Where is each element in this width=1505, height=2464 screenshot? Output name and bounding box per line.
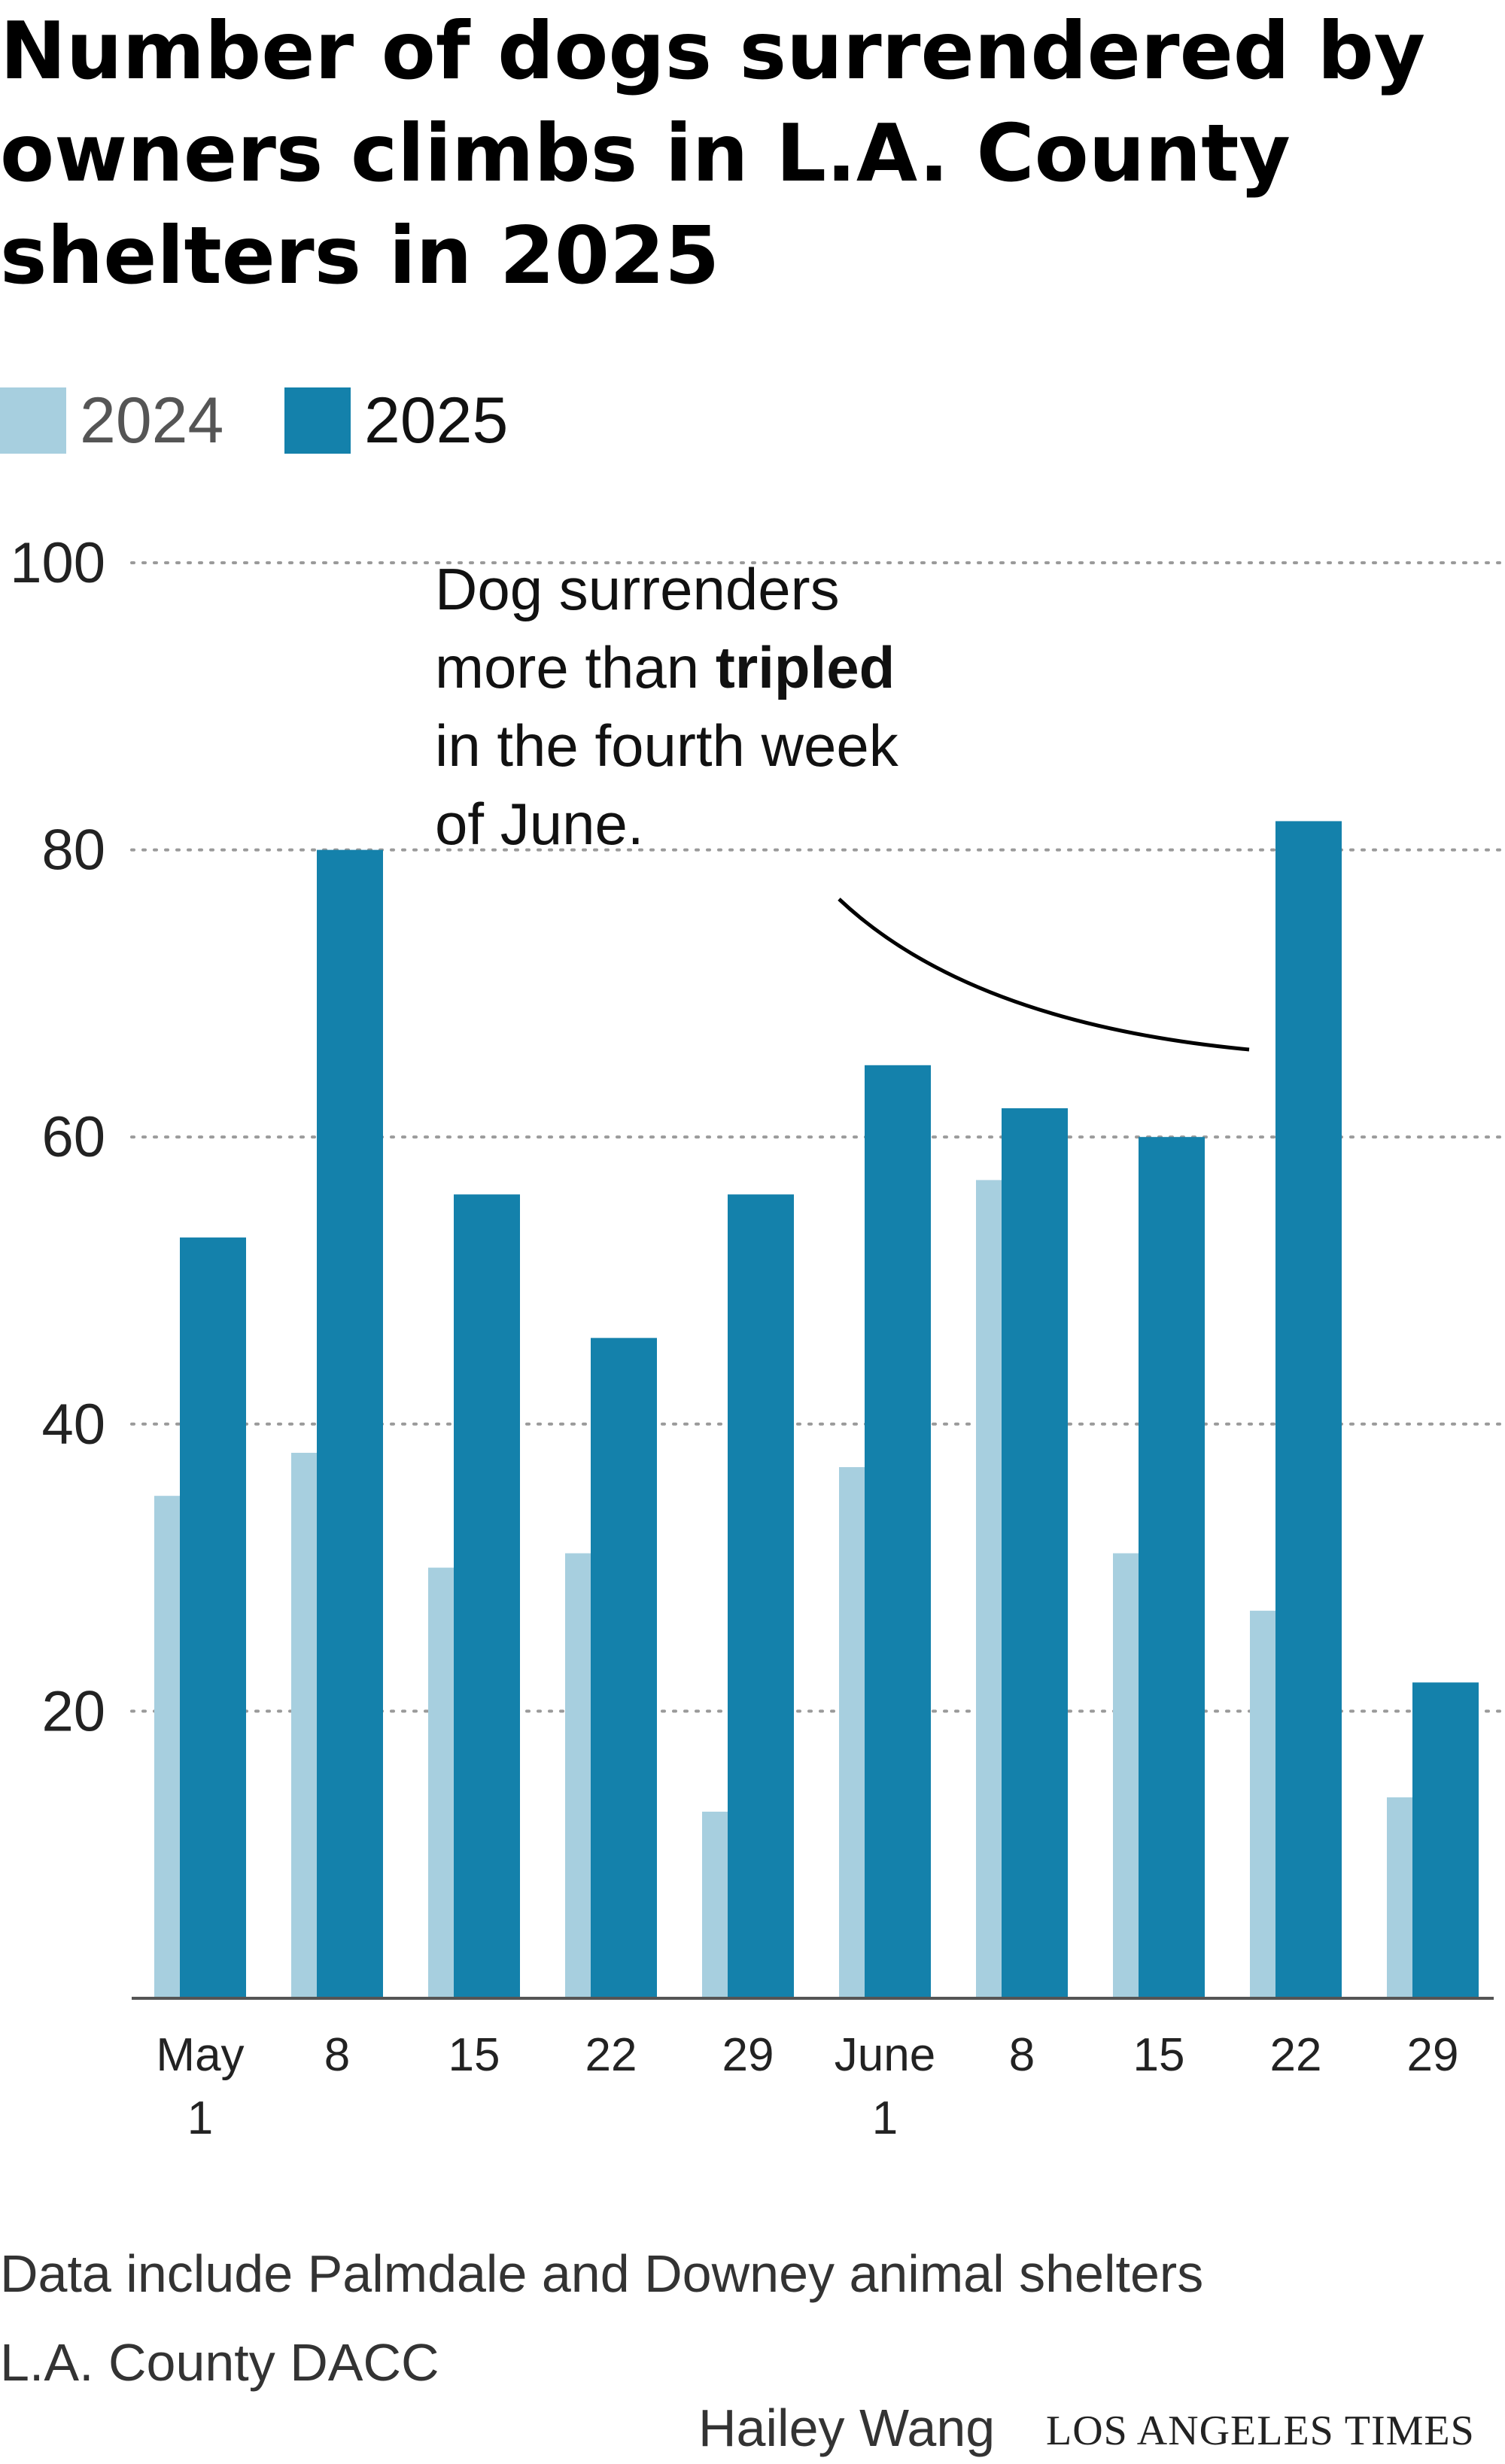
x-tick-label: 22 [585,2029,637,2081]
bar-2024 [428,1567,454,1998]
bar-2025 [591,1338,657,1998]
x-tick-label: 15 [1133,2029,1185,2081]
bar-2024 [1387,1797,1412,1998]
bar-2025 [1412,1682,1479,1998]
chart-source: L.A. County DACC [0,2333,439,2392]
bar-2025 [454,1194,520,1998]
legend-label-2024: 2024 [80,384,224,457]
legend-swatch-2024 [0,387,66,454]
chart-title: Number of dogs surrendered by owners cli… [0,5,1426,302]
y-tick-label: 20 [41,1679,105,1743]
bar-2024 [565,1553,591,1998]
annotation-leader-line [838,898,1250,1052]
chart-note: Data include Palmdale and Downey animal … [0,2244,1204,2303]
byline: Hailey Wang [698,2399,996,2457]
publisher-logo: LOS ANGELES TIMES [1046,2408,1475,2454]
annotation-line: of June. [435,791,644,857]
y-tick-label: 80 [41,819,105,883]
bar-chart: 20 40 60 80 100 May 1 8 15 22 29 June 1 8 15 22 29 Dog su… [10,531,1505,2144]
x-tick-label: May [156,2029,244,2081]
annotation-line: in the fourth week [435,712,899,779]
bar-2025 [1002,1108,1068,1998]
legend-swatch-2025 [284,387,351,454]
x-tick-label: 22 [1270,2029,1322,2081]
bar-2025 [1139,1137,1205,1998]
bar-2024 [291,1452,317,1998]
y-tick-label: 40 [41,1393,105,1457]
y-tick-label: 60 [41,1105,105,1169]
x-tick-label: 15 [448,2029,500,2081]
bar-2024 [154,1496,180,1998]
bar-2025 [1275,821,1342,1998]
x-tick-label: 1 [872,2092,898,2144]
bar-2024 [839,1467,865,1998]
x-tick-label: 29 [722,2029,774,2081]
bar-2024 [1113,1553,1139,1998]
legend-label-2025: 2025 [364,384,509,457]
bar-2024 [1250,1610,1275,1998]
bar-2025 [317,849,383,1998]
annotation-line: more than tripled [435,634,895,700]
x-tick-label: 8 [324,2029,350,2081]
bar-2024 [702,1811,728,1998]
x-tick-label: June [835,2029,935,2081]
bar-2024 [976,1180,1002,1998]
bar-2025 [180,1237,246,1998]
bar-2025 [728,1194,794,1998]
x-tick-label: 29 [1407,2029,1459,2081]
bar-2025 [865,1065,931,1998]
x-tick-label: 1 [187,2092,213,2144]
y-tick-label: 100 [10,531,105,595]
annotation-line: Dog surrenders [435,556,840,622]
x-tick-label: 8 [1009,2029,1035,2081]
